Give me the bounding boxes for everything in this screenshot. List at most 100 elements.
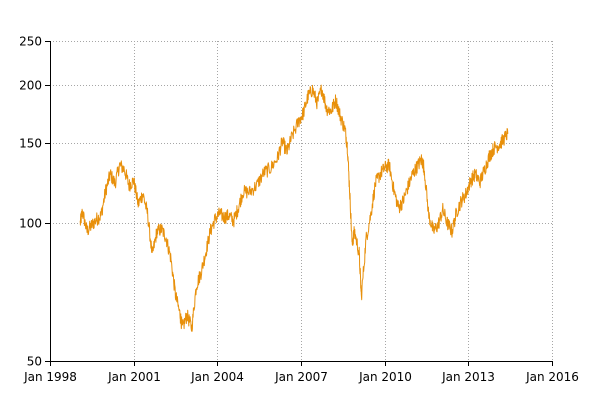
data-point [354,231,355,232]
data-point [398,207,399,208]
x-tick-label: Jan 2001 [107,370,161,384]
data-point [105,190,106,191]
tick-label-layer: 50 100 150 200 250 Jan 1998 Jan 2001 Jan 2004 Ja… [19,35,579,385]
data-point [375,183,376,184]
data-point [379,174,380,175]
x-tick-label: Jan 2010 [358,370,412,384]
data-point [451,231,452,232]
data-point [433,231,434,232]
data-point [340,116,341,117]
data-point [124,169,125,170]
data-point [345,129,346,130]
data-point [393,190,394,191]
data-point [442,209,443,210]
data-point [291,137,292,138]
data-point [317,102,318,103]
data-point [479,181,480,182]
grid-layer [50,41,553,361]
data-point [389,164,390,165]
data-point [187,314,188,315]
data-point [119,164,120,165]
data-point [128,185,129,186]
data-point [101,215,102,216]
data-point [242,191,243,192]
data-point [133,180,134,181]
data-point [182,328,183,329]
data-point [361,296,362,297]
data-point [335,99,336,100]
data-point [191,328,192,329]
data-point [421,159,422,160]
data-point [470,180,471,181]
data-point [80,223,81,224]
data-point [438,225,439,226]
data-point [91,225,92,226]
data-point [175,294,176,295]
data-point [307,96,308,97]
data-point [484,169,485,170]
data-point [214,219,215,220]
data-point [493,147,494,148]
series-layer [79,84,509,332]
x-tick-label: Jan 2013 [441,370,495,384]
data-point [489,156,490,157]
data-point [114,183,115,184]
data-point [138,204,139,205]
data-point [503,139,504,140]
data-point [110,174,111,175]
series-line [79,84,509,332]
data-point [156,231,157,232]
x-tick-label: Jan 2016 [525,370,579,384]
data-point [270,167,271,168]
data-point [161,229,162,230]
x-tick-label: Jan 2004 [190,370,244,384]
data-point [152,255,153,256]
data-point [196,285,197,286]
data-point [298,121,299,122]
data-point [303,113,304,114]
data-point [233,221,234,222]
data-point [370,215,371,216]
data-point [96,219,97,220]
data-point [224,217,225,218]
y-tick-label: 250 [19,35,42,49]
data-point [286,152,287,153]
data-point [359,253,360,254]
data-point [205,253,206,254]
y-tick-label: 150 [19,137,42,151]
data-point [180,314,181,315]
data-point [465,193,466,194]
data-point [456,211,457,212]
data-point [142,193,143,194]
x-tick-label: Jan 1998 [23,370,77,384]
data-point [200,272,201,273]
data-point [461,200,462,201]
data-point [147,213,148,214]
y-tick-label: 200 [19,79,42,93]
data-point [412,174,413,175]
data-point [277,157,278,158]
data-point [347,147,348,148]
data-point [365,239,366,240]
data-point [86,231,87,232]
y-tick-label: 100 [19,217,42,231]
axis-layer [45,41,553,366]
data-point [210,231,211,232]
data-point [507,133,508,134]
data-point [249,191,250,192]
data-point [349,193,350,194]
data-point [326,108,327,109]
data-point [238,207,239,208]
data-point [166,237,167,238]
data-point [475,174,476,175]
data-point [352,244,353,245]
data-point [82,211,83,212]
y-tick-label: 50 [27,355,42,369]
data-point [170,257,171,258]
data-point [403,200,404,201]
data-point [407,186,408,187]
data-point [428,215,429,216]
x-tick-label: Jan 2007 [274,370,328,384]
